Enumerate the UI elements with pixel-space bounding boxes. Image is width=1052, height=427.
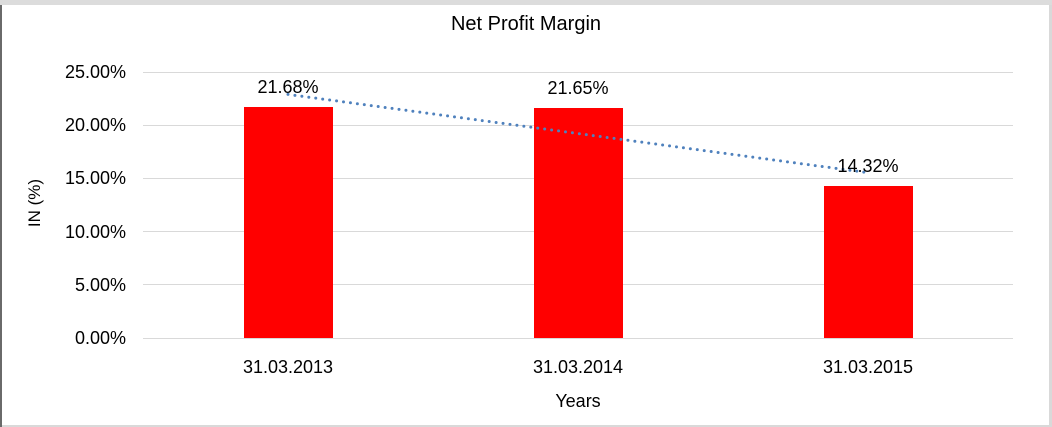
y-tick-label: 20.00%: [64, 115, 126, 136]
bar: [823, 185, 913, 338]
y-tick-label: 15.00%: [64, 168, 126, 189]
gridline: [143, 71, 1013, 73]
bar-data-label: 21.65%: [547, 77, 609, 98]
y-tick-label: 5.00%: [74, 274, 126, 295]
x-category-label: 31.03.2013: [242, 357, 334, 377]
y-tick-label: 0.00%: [74, 328, 126, 348]
x-category-label: 31.03.2014: [532, 357, 624, 377]
bar-data-label: 21.68%: [257, 77, 319, 98]
gridline: [143, 337, 1013, 339]
y-tick-label: 10.00%: [64, 221, 126, 242]
chart-title: Net Profit Margin: [450, 13, 602, 35]
bar: [533, 107, 623, 338]
bar: [243, 107, 333, 338]
x-axis-title: Years: [555, 391, 601, 411]
x-category-label: 31.03.2015: [822, 357, 914, 377]
y-tick-label: 25.00%: [64, 62, 126, 82]
bar-data-label: 14.32%: [837, 155, 899, 176]
